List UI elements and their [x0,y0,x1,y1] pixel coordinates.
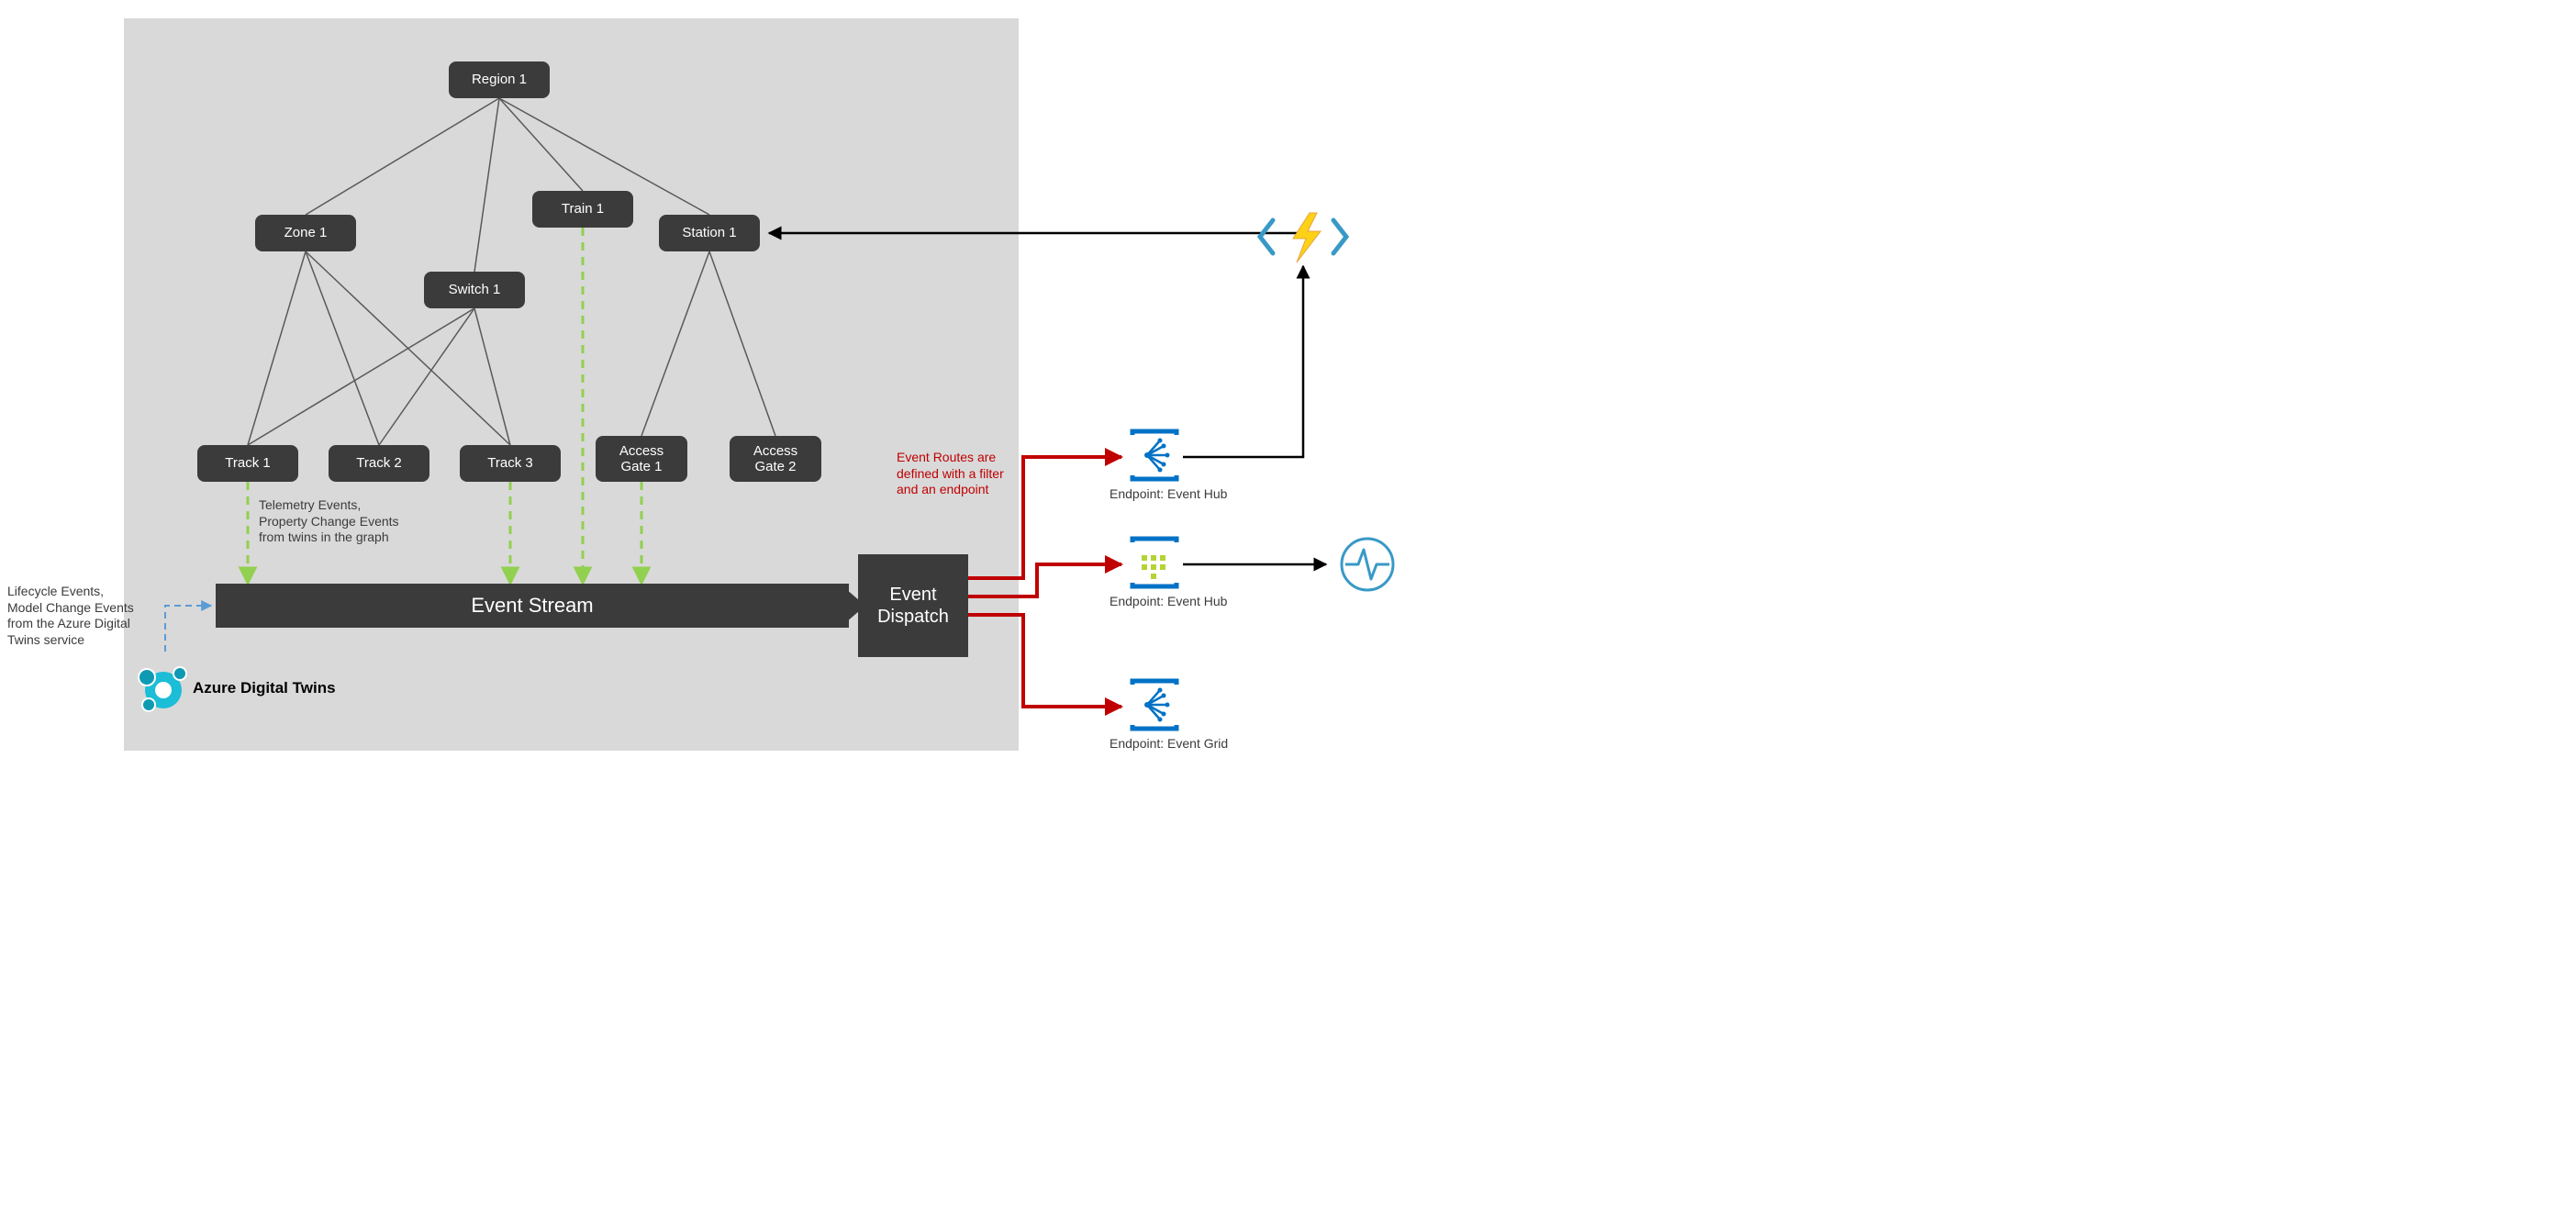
endpoint-icon-2 [1132,681,1176,729]
event-stream-bar: Event Stream [216,584,849,628]
endpoint-icon-1 [1132,539,1176,586]
event-dispatch-label: EventDispatch [877,584,949,628]
node-track1: Track 1 [197,445,298,482]
telemetry-events-label: Telemetry Events,Property Change Eventsf… [259,497,399,546]
node-track3: Track 3 [460,445,561,482]
event-routes-label: Event Routes aredefined with a filterand… [897,450,1004,498]
node-train1: Train 1 [532,191,633,228]
time-series-insights-icon [1342,539,1393,590]
event-stream-label: Event Stream [471,594,593,618]
node-region1: Region 1 [449,61,550,98]
azure-functions-icon [1260,213,1346,262]
endpoint-label-2: Endpoint: Event Grid [1110,736,1228,751]
endpoint-icon-0 [1132,431,1176,479]
endpoint-icons [1132,431,1176,729]
lifecycle-events-label: Lifecycle Events,Model Change Eventsfrom… [7,584,134,648]
node-gate2: AccessGate 2 [730,436,821,482]
event-dispatch-box: EventDispatch [858,554,968,657]
diagram-canvas: Region 1 Zone 1 Train 1 Station 1 Switch 1 Tr… [0,0,1422,771]
azure-digital-twins-label: Azure Digital Twins [193,679,336,697]
endpoint-label-1: Endpoint: Event Hub [1110,594,1227,608]
node-track2: Track 2 [329,445,429,482]
node-switch1: Switch 1 [424,272,525,308]
node-gate1: AccessGate 1 [596,436,687,482]
node-zone1: Zone 1 [255,215,356,251]
endpoint-label-0: Endpoint: Event Hub [1110,486,1227,501]
node-station1: Station 1 [659,215,760,251]
